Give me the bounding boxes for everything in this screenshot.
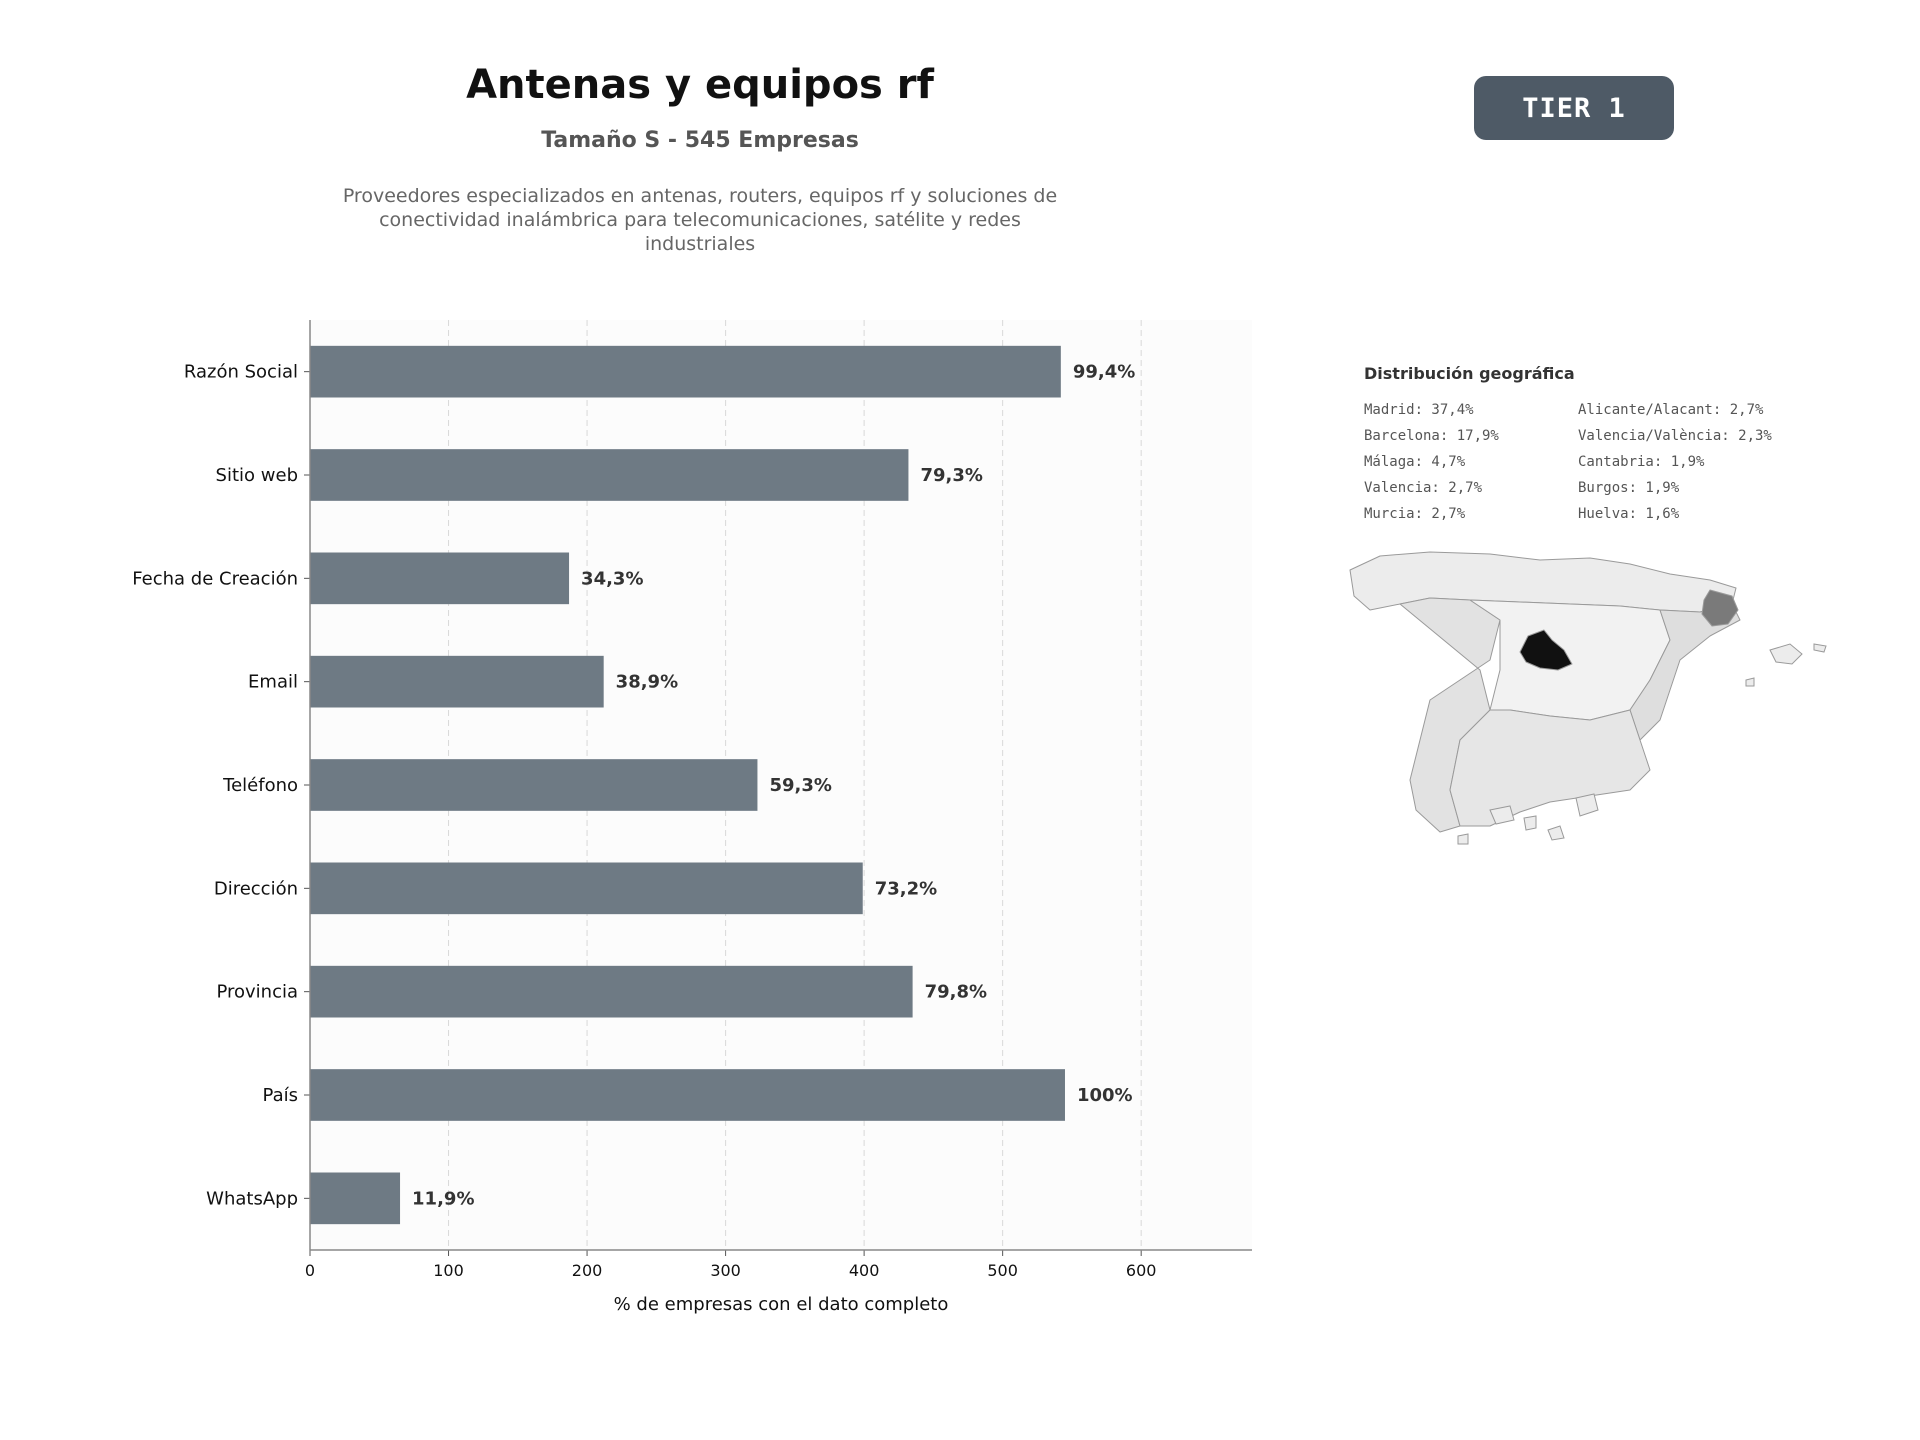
- bar: [310, 1172, 401, 1225]
- category-label: WhatsApp: [206, 1188, 298, 1209]
- category-label: Razón Social: [184, 362, 298, 383]
- geo-item: Valencia: 2,7%: [1364, 480, 1483, 496]
- bar: [310, 655, 604, 708]
- x-tick-label: 400: [849, 1261, 880, 1280]
- map-region-madrid: [1519, 629, 1573, 671]
- category-label: Dirección: [214, 878, 298, 899]
- data-label: 100%: [1077, 1085, 1133, 1106]
- bar: [310, 552, 570, 605]
- geo-item: Murcia: 2,7%: [1364, 506, 1466, 522]
- geo-item: Alicante/Alacant: 2,7%: [1578, 402, 1764, 418]
- chart-title: Antenas y equipos rf: [466, 62, 934, 108]
- category-label: Provincia: [216, 982, 298, 1003]
- bar: [310, 1069, 1065, 1121]
- x-tick-label: 200: [572, 1261, 603, 1280]
- map-island: [1745, 677, 1755, 687]
- map-mainland: [1349, 551, 1741, 833]
- bar: [310, 759, 758, 811]
- x-tick-label: 0: [305, 1261, 315, 1280]
- spain-map: [1349, 551, 1827, 845]
- geo-item: Valencia/València: 2,3%: [1578, 428, 1772, 444]
- geo-item: Barcelona: 17,9%: [1364, 428, 1499, 444]
- geo-title: Distribución geográfica: [1364, 364, 1575, 383]
- data-label: 99,4%: [1073, 362, 1135, 383]
- bar: [310, 345, 1061, 398]
- map-island: [1457, 833, 1469, 845]
- x-tick-label: 500: [987, 1261, 1018, 1280]
- map-canary-islands: [1457, 793, 1599, 845]
- bar: [310, 862, 863, 915]
- map-region-barcelona: [1701, 589, 1739, 627]
- chart-subtitle: Tamaño S - 545 Empresas: [541, 128, 859, 153]
- x-axis-label: % de empresas con el dato completo: [614, 1294, 949, 1315]
- category-label: Sitio web: [216, 465, 298, 486]
- data-label: 79,8%: [925, 982, 987, 1003]
- chart-description: Proveedores especializados en antenas, r…: [342, 185, 1058, 255]
- data-label: 11,9%: [412, 1188, 474, 1209]
- data-label: 38,9%: [616, 672, 678, 693]
- data-label: 59,3%: [769, 775, 831, 796]
- category-label: Fecha de Creación: [132, 568, 298, 589]
- bar: [310, 449, 909, 501]
- bar-chart: 0 100 200 300 400 500 600 Razón Social 99,4% Siti…: [132, 320, 1252, 1315]
- data-label: 34,3%: [581, 568, 643, 589]
- bar: [310, 965, 913, 1018]
- map-island: [1489, 805, 1515, 825]
- category-label: Teléfono: [222, 775, 298, 796]
- data-label: 73,2%: [875, 878, 937, 899]
- map-island: [1575, 793, 1599, 817]
- map-island: [1547, 825, 1565, 841]
- map-island: [1769, 643, 1803, 665]
- geo-item: Cantabria: 1,9%: [1578, 454, 1705, 470]
- geo-item: Málaga: 4,7%: [1364, 454, 1466, 470]
- x-tick-label: 100: [433, 1261, 464, 1280]
- map-island: [1523, 815, 1537, 831]
- geo-item: Huelva: 1,6%: [1578, 506, 1680, 522]
- category-label: País: [263, 1085, 298, 1106]
- x-tick-label: 300: [710, 1261, 741, 1280]
- geo-distribution-list: Madrid: 37,4% Alicante/Alacant: 2,7% Bar…: [1364, 400, 1824, 524]
- geo-item: Burgos: 1,9%: [1578, 480, 1680, 496]
- map-region-south: [1449, 709, 1651, 827]
- tier-badge: TIER 1: [1474, 76, 1674, 140]
- map-balearic-islands: [1745, 643, 1827, 687]
- geo-item: Madrid: 37,4%: [1364, 402, 1474, 418]
- x-tick-label: 600: [1126, 1261, 1157, 1280]
- map-island: [1813, 643, 1827, 653]
- category-label: Email: [248, 672, 298, 693]
- data-label: 79,3%: [920, 465, 982, 486]
